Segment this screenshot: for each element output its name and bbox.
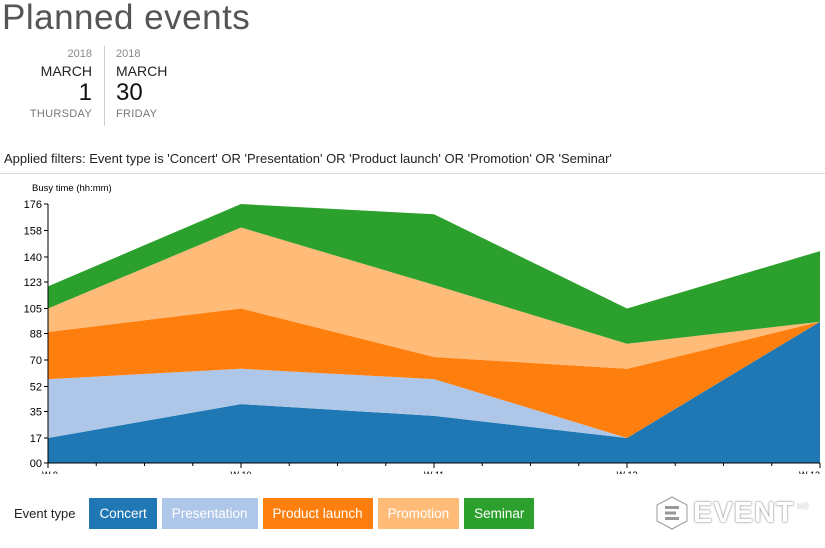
y-axis-title: Busy time (hh:mm)	[32, 183, 112, 194]
date-divider	[104, 46, 105, 126]
legend-label: Event type	[14, 506, 76, 521]
end-weekday: FRIDAY	[116, 108, 158, 120]
logo-sup: MB	[796, 502, 809, 511]
y-tick-label: 176	[24, 199, 42, 211]
area-series-presentation	[48, 321, 820, 438]
y-tick-label: 52	[30, 381, 42, 393]
y-tick-label: 00	[30, 458, 42, 470]
area-series-concert	[48, 321, 820, 463]
end-day: 30	[116, 79, 143, 106]
area-series-promotion	[48, 227, 820, 369]
y-tick-label: 17	[30, 433, 42, 445]
legend-item-product-launch[interactable]: Product launch	[262, 498, 373, 529]
start-weekday: THURSDAY	[29, 108, 92, 120]
eventmb-logo: EVENT MB	[655, 496, 809, 530]
y-tick-label: 88	[30, 329, 42, 341]
y-tick-label: 158	[24, 225, 42, 237]
applied-filters-text: Applied filters: Event type is 'Concert'…	[4, 151, 612, 166]
logo-text: EVENT	[693, 496, 795, 529]
start-year: 2018	[67, 48, 92, 60]
x-tick-label: W 10	[230, 470, 251, 474]
date-range-end[interactable]: 2018 MARCH 30 FRIDAY	[116, 48, 186, 120]
y-tick-label: 35	[30, 406, 42, 418]
area-series-seminar	[48, 204, 820, 344]
eventmb-logo-icon	[656, 496, 688, 530]
legend-item-seminar[interactable]: Seminar	[464, 498, 535, 529]
start-day: 1	[78, 79, 92, 106]
y-tick-label: 123	[24, 277, 42, 289]
x-tick-label: W 9	[42, 470, 58, 474]
y-tick-label: 70	[30, 355, 42, 367]
x-tick-label: W 11	[424, 470, 444, 474]
legend: Event type Concert Presentation Product …	[14, 498, 539, 529]
legend-item-promotion[interactable]: Promotion	[377, 498, 460, 529]
page-title: Planned events	[2, 0, 251, 37]
filters-divider	[0, 173, 825, 174]
area-series-product-launch	[48, 308, 820, 438]
date-range-start[interactable]: 2018 MARCH 1 THURSDAY	[22, 48, 92, 120]
end-year: 2018	[116, 48, 141, 60]
end-month: MARCH	[116, 63, 168, 79]
legend-item-presentation[interactable]: Presentation	[161, 498, 258, 529]
legend-item-concert[interactable]: Concert	[89, 498, 157, 529]
stacked-area-chart: 00 17 35 52 70 88 105 123 140 158 176 W 9 W 10 W 11 W …	[24, 183, 821, 474]
x-tick-label: W 13	[799, 470, 820, 474]
x-tick-label: W 12	[616, 470, 637, 474]
y-tick-label: 140	[24, 252, 42, 264]
y-tick-label: 105	[24, 303, 42, 315]
start-month: MARCH	[40, 63, 92, 79]
